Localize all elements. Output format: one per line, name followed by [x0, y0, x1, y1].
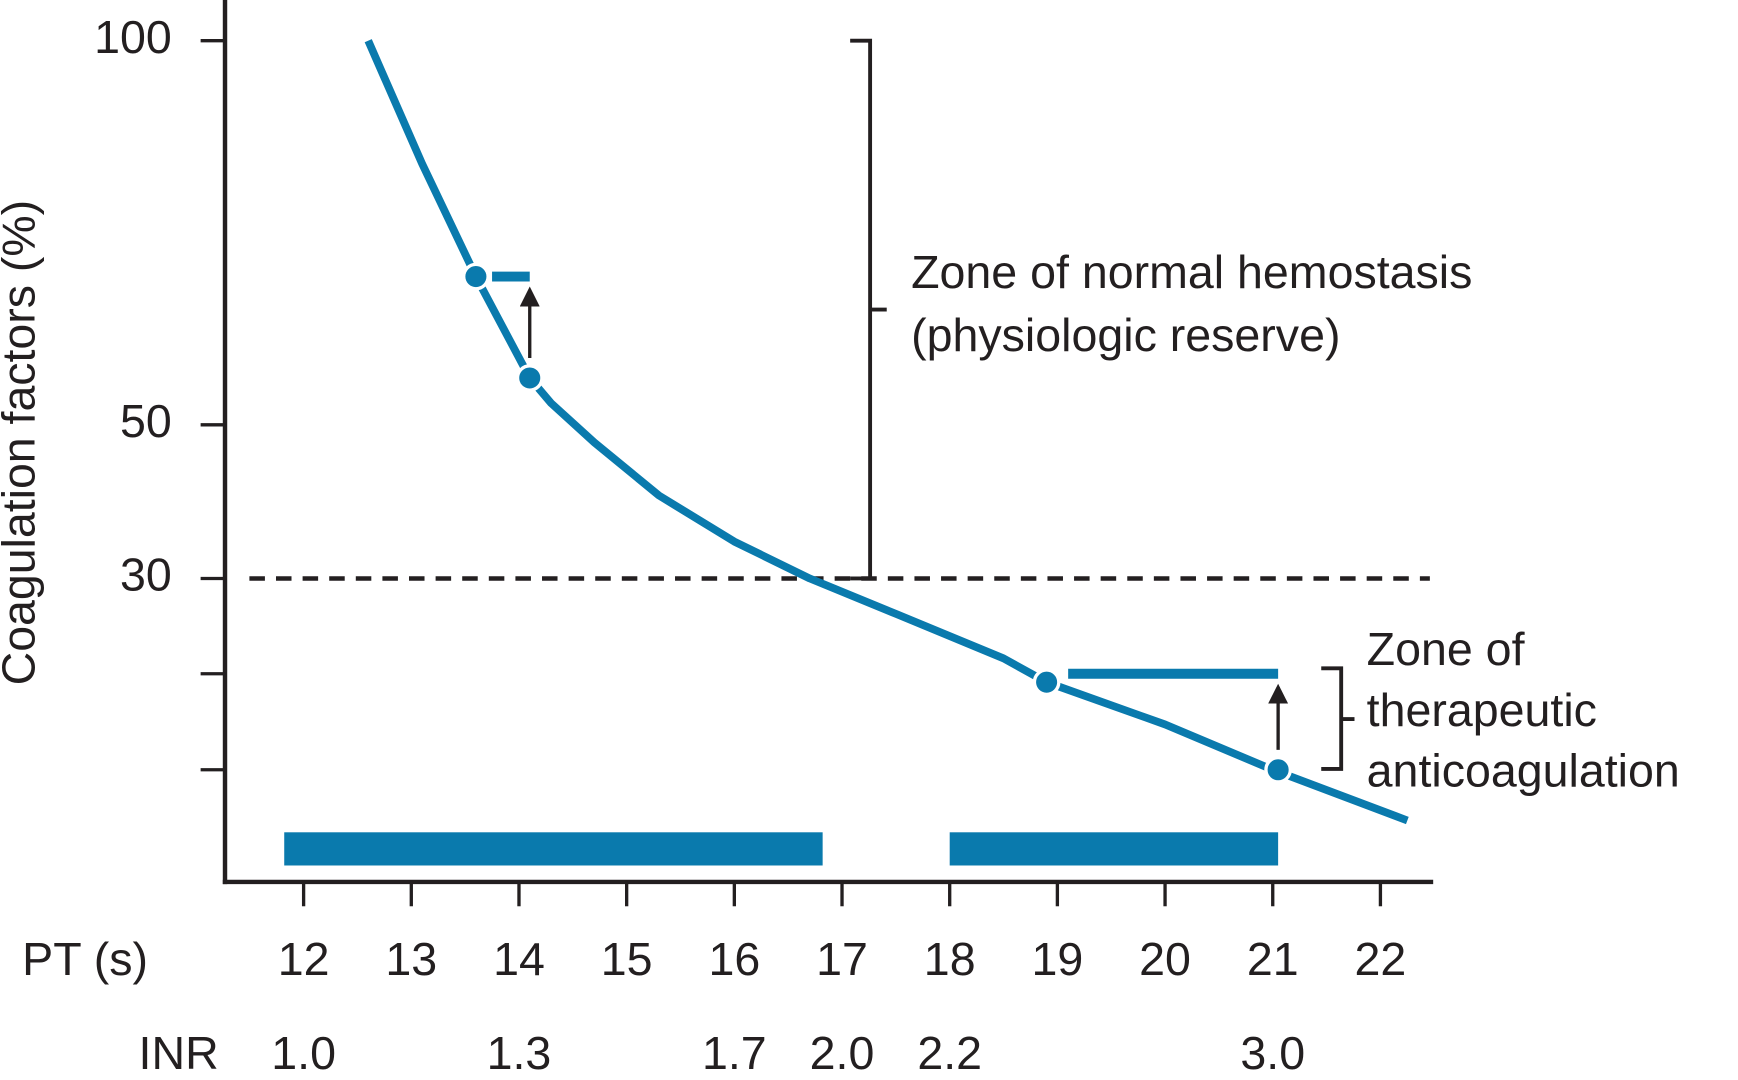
range-bar — [284, 832, 823, 866]
x-tick-label: 19 — [1031, 933, 1083, 985]
x2-tick-label: 2.2 — [917, 1027, 982, 1079]
x-tick-label: 21 — [1247, 933, 1299, 985]
x2-tick-label: 1.7 — [702, 1027, 767, 1079]
zone-bracket — [1321, 666, 1344, 771]
point — [1264, 755, 1292, 784]
y-tick-label: 100 — [94, 11, 172, 63]
zone-label: Zone of — [1367, 623, 1525, 675]
curve — [364, 39, 1409, 825]
x-tick-label: 20 — [1139, 933, 1191, 985]
y-axis-label: Coagulation factors (%) — [0, 200, 44, 685]
x2-tick-label: 3.0 — [1240, 1027, 1305, 1079]
zone-bracket — [850, 38, 873, 581]
x-tick-label: 12 — [278, 933, 330, 985]
x2-tick-label: 2.0 — [810, 1027, 875, 1079]
x-tick-label: 15 — [601, 933, 653, 985]
x-tick-label: 14 — [493, 933, 545, 985]
zone-label: therapeutic — [1367, 684, 1597, 736]
y-tick-label: 30 — [120, 549, 172, 601]
x-axis-label: PT (s) — [22, 933, 148, 985]
y-tick-label: 50 — [120, 395, 172, 447]
x-tick-label: 17 — [816, 933, 868, 985]
x-tick-label: 18 — [924, 933, 976, 985]
point — [1032, 668, 1061, 697]
zone-label: anticoagulation — [1367, 745, 1680, 797]
zone-label: (physiologic reserve) — [911, 309, 1340, 361]
point — [515, 364, 544, 392]
x-tick-label: 22 — [1355, 933, 1407, 985]
range-bar — [949, 832, 1279, 866]
x2-axis-label: INR — [139, 1027, 219, 1079]
x-tick-label: 13 — [385, 933, 437, 985]
x2-tick-label: 1.3 — [487, 1027, 552, 1079]
zone-label: Zone of normal hemostasis — [911, 246, 1472, 298]
x-tick-label: 16 — [708, 933, 760, 985]
x2-tick-label: 1.0 — [271, 1027, 336, 1079]
point — [462, 262, 490, 291]
